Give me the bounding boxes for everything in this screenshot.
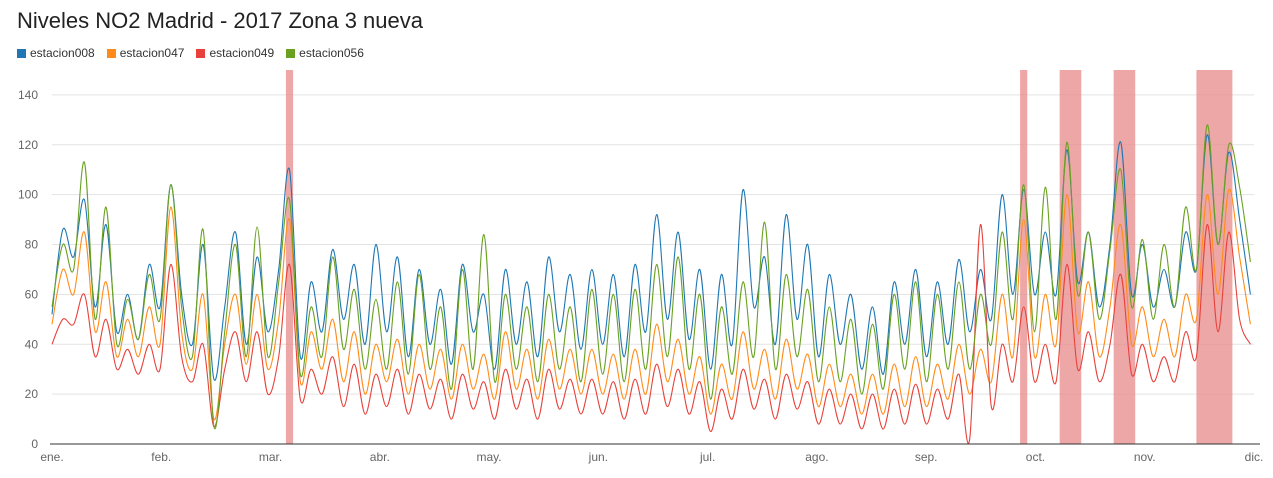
highlight-band-2 — [1059, 70, 1082, 444]
legend: estacion008 estacion047 estacion049 esta… — [17, 46, 364, 60]
legend-label-estacion047: estacion047 — [119, 46, 185, 60]
x-tick-label-6: jul. — [699, 450, 715, 464]
y-tick-label-60: 60 — [25, 287, 39, 301]
highlight-band-1 — [1020, 70, 1028, 444]
x-tick-label-4: may. — [477, 450, 502, 464]
x-tick-label-0: ene. — [40, 450, 63, 464]
x-tick-label-10: nov. — [1134, 450, 1156, 464]
x-axis: ene. feb. mar. abr. may. jun. jul. ago. sep. oct.… — [40, 443, 1264, 464]
series-line-estacion056 — [51, 124, 1251, 430]
legend-item-estacion047[interactable]: estacion047 — [106, 46, 185, 60]
highlight-bands — [285, 70, 1233, 444]
series-line-estacion047 — [51, 188, 1251, 421]
y-tick-label-40: 40 — [25, 337, 39, 351]
y-tick-label-80: 80 — [25, 238, 39, 252]
chart-title: Niveles NO2 Madrid - 2017 Zona 3 nueva — [17, 8, 423, 33]
series-lines — [51, 124, 1251, 444]
x-tick-label-11: dic. — [1245, 450, 1264, 464]
x-tick-label-1: feb. — [151, 450, 171, 464]
legend-item-estacion049[interactable]: estacion049 — [196, 46, 274, 60]
legend-swatch-estacion008 — [17, 48, 26, 58]
legend-label-estacion056: estacion056 — [299, 46, 364, 60]
y-tick-label-20: 20 — [25, 387, 39, 401]
legend-item-estacion008[interactable]: estacion008 — [17, 46, 95, 60]
x-tick-label-8: sep. — [915, 450, 938, 464]
y-tick-label-100: 100 — [18, 188, 38, 202]
y-tick-label-120: 120 — [18, 138, 38, 152]
highlight-band-0 — [285, 70, 294, 444]
legend-item-estacion056[interactable]: estacion056 — [286, 46, 364, 60]
legend-swatch-estacion056 — [286, 48, 296, 58]
x-tick-label-5: jun. — [588, 450, 608, 464]
x-tick-label-2: mar. — [259, 450, 282, 464]
y-tick-label-0: 0 — [31, 437, 38, 451]
legend-swatch-estacion049 — [196, 48, 206, 58]
legend-swatch-estacion047 — [106, 48, 116, 58]
x-tick-label-3: abr. — [370, 450, 390, 464]
series-line-estacion049 — [51, 224, 1251, 444]
x-tick-label-7: ago. — [805, 450, 828, 464]
x-tick-label-9: oct. — [1026, 450, 1045, 464]
legend-label-estacion008: estacion008 — [30, 46, 95, 60]
y-tick-label-140: 140 — [18, 88, 38, 102]
y-axis: 0 20 40 60 80 100 120 140 — [18, 88, 38, 451]
legend-label-estacion049: estacion049 — [209, 46, 275, 60]
highlight-band-4 — [1196, 70, 1233, 444]
